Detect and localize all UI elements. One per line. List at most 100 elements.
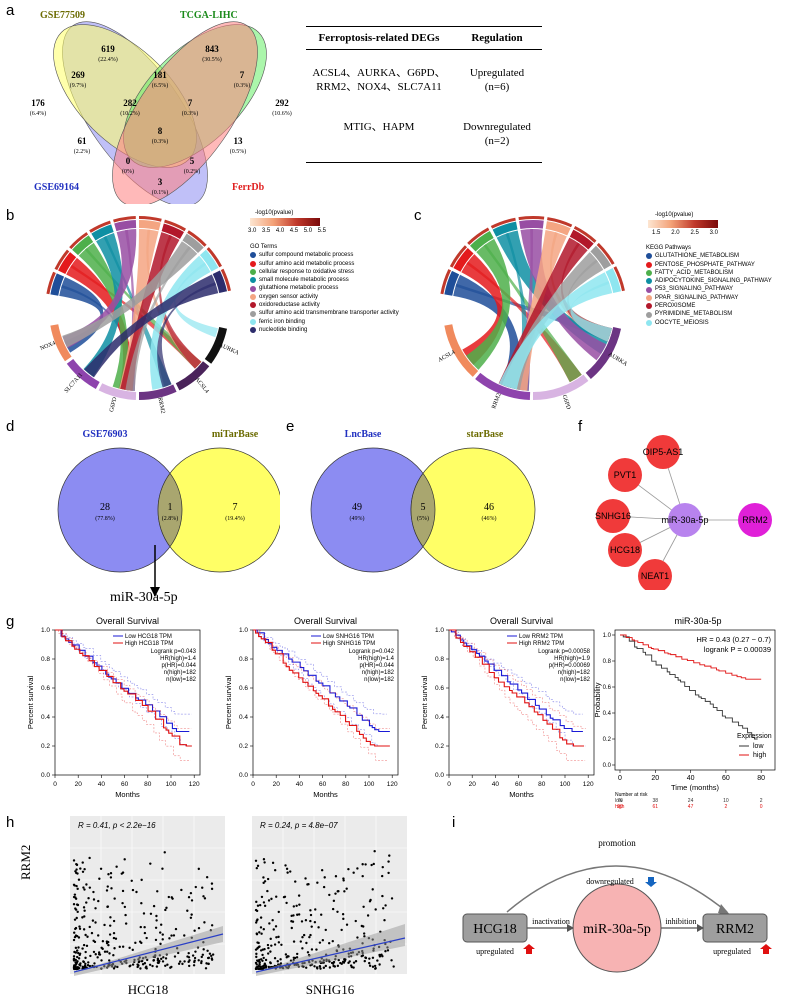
scatter-point: [266, 943, 270, 947]
scatter-point: [72, 938, 76, 942]
node-mir30a: [668, 503, 702, 537]
scatter-point: [73, 950, 76, 954]
term-arc: [545, 221, 571, 236]
gene-arc: [204, 327, 228, 364]
go-legend: GO Terms sulfur compound metabolic proce…: [250, 243, 399, 334]
legend-swatch: [646, 303, 652, 310]
term-arc: [50, 273, 65, 296]
venn-e-right-name: starBase: [467, 429, 504, 440]
scatter-point: [128, 946, 131, 950]
scatter-point: [145, 936, 148, 940]
regression-line: [73, 933, 224, 973]
panel-label-d: d: [6, 418, 15, 435]
scatter-point: [254, 859, 258, 862]
scatter-point: [91, 919, 95, 922]
scatter-point: [368, 964, 372, 967]
deg-up-genes-1: ACSL4、AURKA、G6PD、: [312, 67, 446, 79]
scatter-plot: R = 0.41, p < 2.2e−16 HCG18: [70, 816, 225, 997]
scatter-point: [164, 908, 167, 912]
scatter-point: [112, 931, 116, 935]
kegg-scale-title: -log10(pvalue): [655, 212, 694, 218]
mirna-network: OIP5-AS1 PVT1 SNHG16 HCG18 NEAT1 miR-30a…: [595, 435, 772, 590]
node-oip5-as1: [646, 435, 680, 469]
km-ytick: 0.0: [239, 772, 248, 779]
scatter-point: [300, 920, 304, 923]
scatter-point: [336, 964, 340, 968]
scatter-point: [92, 950, 96, 954]
scatter-point: [323, 876, 326, 879]
scatter-point: [155, 965, 159, 968]
scatter-point: [85, 901, 88, 904]
term-arc: [139, 220, 161, 231]
scatter-point: [79, 962, 82, 965]
scatter-point: [192, 964, 196, 967]
chord-ribbon: [498, 272, 613, 390]
scatter-point: [72, 903, 76, 906]
go-color-scale: [250, 218, 320, 226]
km-plot: Overall Survival 0.0 0.2 0.4 0.6 0.8 1.0 0 20 40 6…: [26, 616, 201, 799]
scatter-xlabel: SNHG16: [306, 982, 355, 997]
scatter-point: [162, 956, 165, 959]
scatter-point: [261, 965, 264, 968]
legend-item: ADIPOCYTOKINE_SIGNALING_PATHWAY: [646, 277, 772, 285]
gene-label: NOX4: [39, 340, 56, 352]
scatter-point: [255, 952, 258, 956]
scatter-point: [143, 926, 146, 929]
scatter-point: [262, 928, 265, 931]
gene-label: RRM2: [156, 397, 165, 414]
scatter-point: [187, 896, 191, 899]
legend-swatch: [250, 293, 256, 300]
scatter-point: [310, 925, 313, 928]
km-plot: Overall Survival 0.0 0.2 0.4 0.6 0.8 1.0 0 20 40 6…: [224, 616, 399, 799]
scatter-point: [121, 945, 125, 948]
scatter-point: [163, 851, 166, 854]
scatter-point: [75, 916, 78, 920]
scatter-point: [340, 962, 343, 965]
km-xtick: 80: [342, 781, 350, 788]
scatter-point: [315, 948, 318, 951]
scatter-point: [330, 961, 334, 965]
km-xtick: 0: [251, 781, 255, 788]
term-score-arc: [573, 225, 597, 243]
scatter-point: [380, 874, 384, 878]
km-mir-xlabel: Time (months): [671, 783, 720, 792]
promotion-label: promotion: [598, 838, 636, 848]
km-mir-risk-low: 76: [617, 798, 623, 804]
term-score-arc: [467, 227, 490, 246]
scatter-point: [155, 914, 158, 918]
km-mir-curve: [620, 634, 758, 740]
venn4-pct: (30.5%): [202, 56, 222, 63]
km-mir-ytick: 0.0: [603, 763, 612, 769]
term-arc: [72, 235, 94, 256]
scatter-point: [376, 959, 379, 962]
term-score-arc: [89, 220, 111, 233]
legend-label: oxidoreductase activity: [259, 302, 320, 309]
scatter-point: [164, 957, 168, 960]
venn-set-gse77509: GSE77509: [40, 10, 85, 21]
scatter-point: [137, 960, 141, 964]
scatter-point: [187, 951, 190, 955]
term-arc: [519, 220, 544, 229]
km-mir-risk-high: 2: [724, 804, 727, 810]
scatter-point: [290, 926, 293, 930]
venn-d-left-name: GSE76903: [82, 429, 127, 440]
scatter-point: [159, 931, 162, 934]
scatter-point: [387, 860, 390, 863]
scatter-point: [343, 890, 346, 893]
term-arc: [492, 221, 518, 237]
scatter-point: [124, 913, 127, 917]
scatter-point: [203, 897, 207, 900]
scatter-point: [110, 887, 113, 890]
panel-label-f: f: [578, 418, 583, 435]
km-mir-ytick: 0.2: [603, 737, 612, 743]
km-curve: [449, 629, 586, 761]
scatter-point: [274, 925, 278, 928]
scatter-point: [345, 887, 348, 890]
scatter-point: [318, 941, 322, 944]
scatter-point: [145, 967, 148, 970]
scatter-point: [88, 886, 92, 889]
scatter-point: [183, 934, 186, 937]
venn4-count: 0: [126, 156, 131, 166]
scatter-point: [362, 932, 366, 935]
scatter-point: [101, 940, 105, 943]
